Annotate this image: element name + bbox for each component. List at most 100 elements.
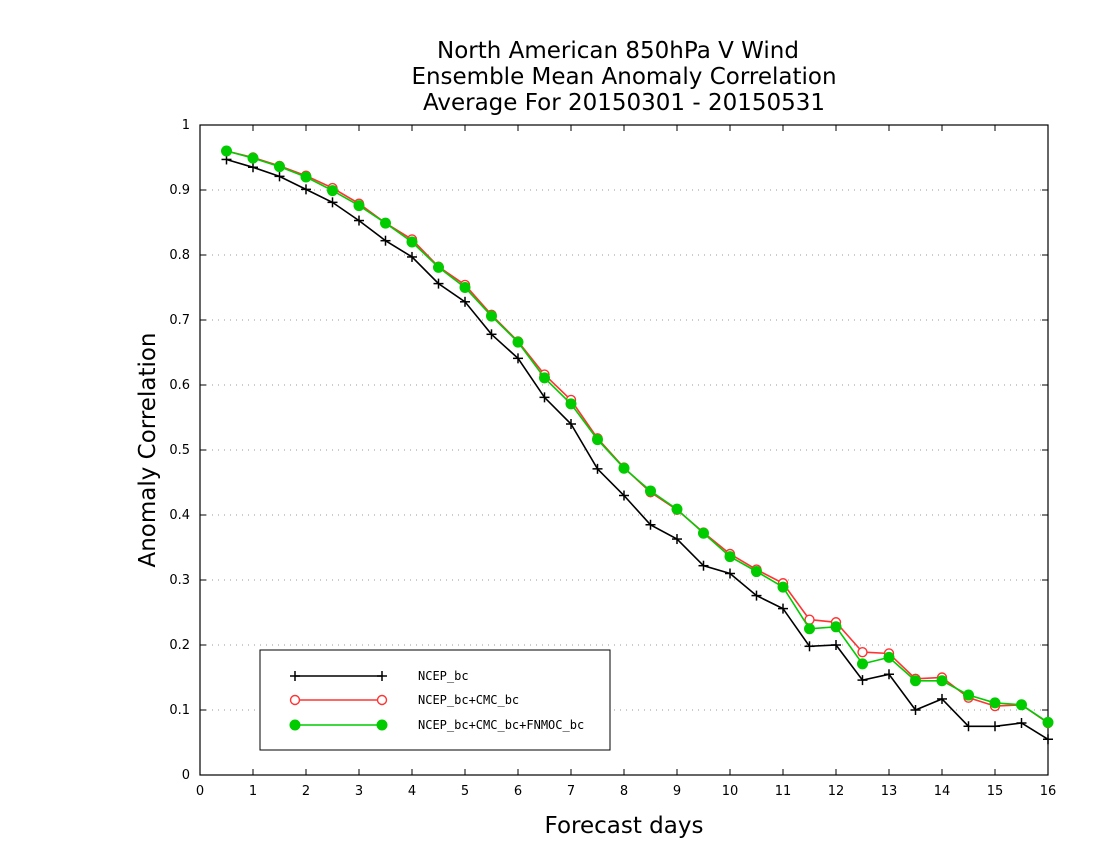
data-point [751, 590, 762, 601]
x-tick-label: 2 [302, 784, 310, 799]
chart-title-line: Average For 20150301 - 20150531 [423, 90, 825, 116]
legend-marker [289, 694, 301, 706]
series-line [226, 158, 1049, 740]
data-point [380, 235, 391, 246]
x-tick-label: 8 [620, 784, 628, 799]
data-point [963, 689, 974, 701]
y-tick-label: 0.2 [169, 638, 190, 653]
x-tick-label: 4 [408, 784, 416, 799]
data-point [274, 161, 285, 173]
data-point [910, 705, 921, 715]
legend-marker [376, 719, 388, 731]
data-point [778, 603, 788, 614]
data-point [1016, 699, 1027, 711]
data-point [566, 419, 576, 429]
data-point [274, 171, 285, 182]
legend-marker [377, 671, 387, 681]
data-point [884, 669, 894, 680]
y-tick-label: 0.4 [169, 508, 190, 523]
data-point [407, 251, 417, 262]
data-point [751, 566, 762, 578]
data-point [989, 697, 1001, 709]
data-point [539, 372, 550, 384]
x-tick-label: 0 [196, 784, 204, 799]
data-point [804, 641, 815, 652]
legend-marker [289, 719, 301, 731]
data-point [592, 463, 603, 474]
x-axis-ticks: 0 1 2 3 4 5 6 7 8 9 10 11 12 13 14 15 16 [196, 125, 1056, 799]
data-point [300, 171, 312, 183]
x-tick-label: 5 [461, 784, 469, 799]
data-point [406, 236, 418, 248]
data-point [990, 721, 1000, 732]
legend-items: NCEP_bc NCEP_bc+CMC_bc NCEP_bc+CMC_bc+FNMO… [289, 669, 584, 732]
data-point [804, 623, 815, 635]
data-point [301, 184, 311, 195]
data-point [857, 658, 868, 670]
series-layer [221, 145, 1054, 745]
data-point [671, 503, 683, 515]
data-point [831, 640, 841, 650]
data-point [221, 145, 232, 157]
legend-label: NCEP_bc+CMC_bc [418, 693, 519, 707]
data-point [380, 217, 391, 229]
y-tick-label: 0.9 [169, 183, 190, 198]
y-tick-label: 0.6 [169, 378, 190, 393]
data-point [248, 162, 258, 173]
data-point [354, 215, 364, 226]
data-point [513, 353, 523, 364]
data-point [433, 261, 444, 273]
data-point [645, 519, 656, 530]
x-tick-label: 13 [881, 784, 898, 799]
x-tick-label: 9 [673, 784, 681, 799]
data-point [327, 185, 338, 197]
grid [200, 189, 1048, 711]
data-point [937, 693, 947, 704]
legend-marker [376, 694, 388, 706]
x-tick-label: 15 [987, 784, 1004, 799]
chart-title: North American 850hPa V Wind Ensemble Me… [411, 38, 836, 116]
y-tick-label: 1 [182, 118, 190, 133]
data-point [724, 551, 736, 563]
data-point [830, 621, 842, 633]
data-point [777, 581, 789, 593]
series-line [226, 150, 1049, 724]
data-point [857, 646, 868, 658]
data-point [460, 296, 470, 307]
data-point [565, 398, 577, 410]
x-tick-label: 10 [722, 784, 739, 799]
x-tick-label: 3 [355, 784, 363, 799]
data-point [486, 329, 497, 340]
data-point [486, 310, 497, 322]
x-axis-label: Forecast days [545, 813, 704, 839]
data-point [539, 392, 550, 403]
data-point [327, 197, 338, 208]
chart-title-line: Ensemble Mean Anomaly Correlation [411, 64, 836, 90]
series-3 [221, 145, 1054, 728]
y-tick-label: 0.1 [169, 703, 190, 718]
x-tick-label: 16 [1040, 784, 1057, 799]
data-point [459, 282, 471, 293]
data-point [1016, 718, 1027, 728]
data-point [353, 200, 365, 212]
data-point [512, 336, 524, 348]
y-axis-ticks: 0 0.1 0.2 0.3 0.4 0.5 0.6 0.7 0.8 0.9 1 [169, 118, 1048, 783]
y-axis-label: Anomaly Correlation [135, 332, 161, 567]
data-point [910, 675, 921, 687]
data-point [1043, 734, 1053, 745]
data-point [698, 527, 709, 539]
legend-marker [290, 671, 300, 681]
y-tick-label: 0.5 [169, 443, 190, 458]
legend: NCEP_bc NCEP_bc+CMC_bc NCEP_bc+CMC_bc+FNMO… [259, 649, 611, 751]
series-line [226, 150, 1049, 724]
x-tick-label: 1 [249, 784, 257, 799]
x-tick-label: 7 [567, 784, 575, 799]
y-tick-label: 0.7 [169, 313, 190, 328]
legend-label: NCEP_bc [418, 669, 469, 683]
legend-label: NCEP_bc+CMC_bc+FNMOC_bc [418, 718, 584, 732]
x-tick-label: 14 [934, 784, 951, 799]
data-point [433, 278, 444, 289]
data-point [963, 721, 974, 732]
data-point [883, 651, 895, 663]
